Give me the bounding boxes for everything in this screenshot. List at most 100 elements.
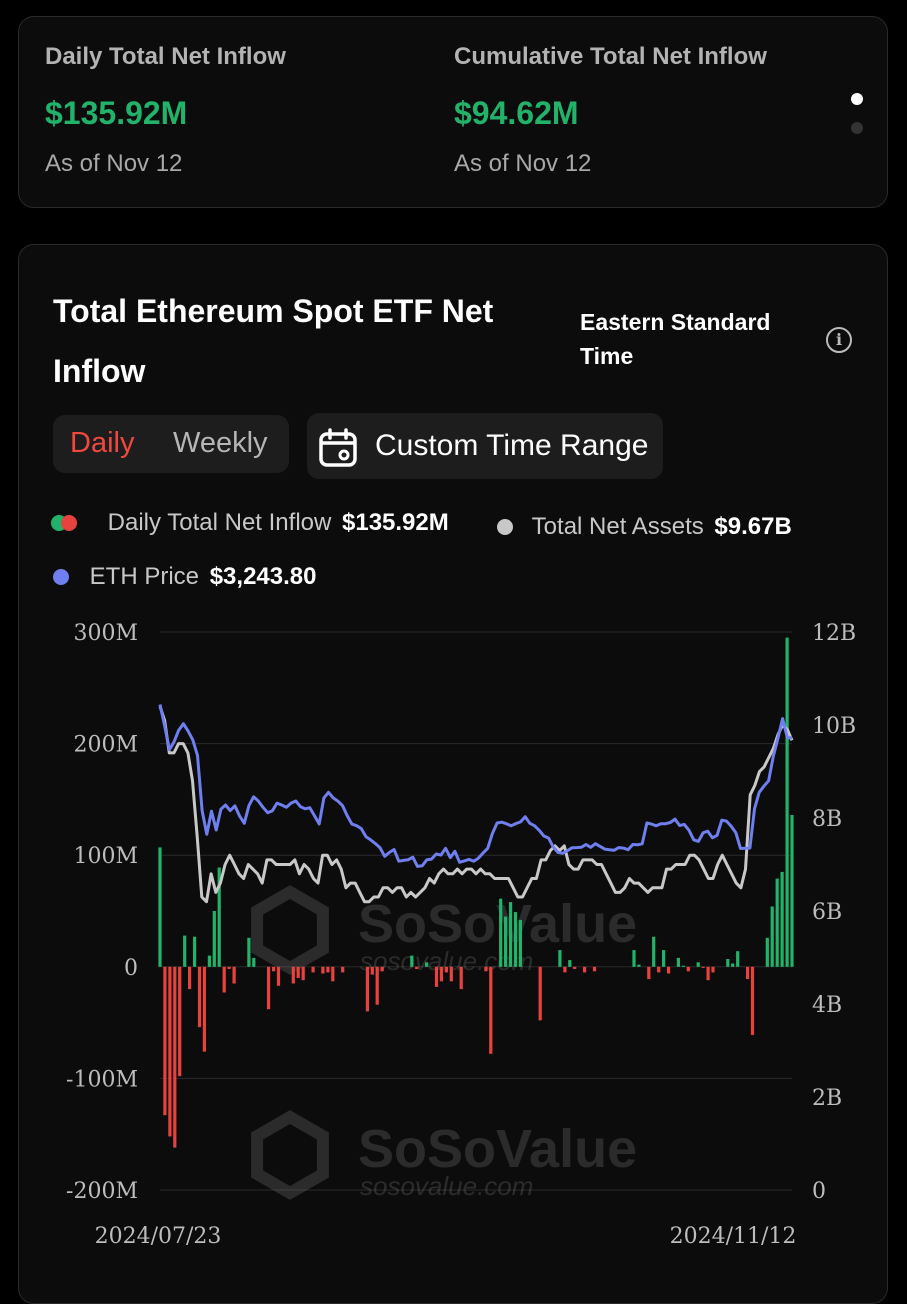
inflow-bar (301, 966, 305, 981)
right-tick-label: 0 (812, 1179, 826, 1204)
inflow-bar (197, 966, 202, 1028)
inflow-bar (212, 911, 216, 967)
svg-text:sosovalue.com: sosovalue.com (360, 1171, 533, 1201)
legend-inflow-icon (51, 515, 81, 531)
inflow-bar (504, 916, 508, 967)
inflow-bar (267, 966, 271, 1010)
inflow-bar (676, 957, 680, 967)
calendar-icon (319, 428, 357, 467)
inflow-bar (667, 966, 671, 974)
tab-weekly[interactable]: Weekly (173, 427, 268, 459)
inflow-bar (217, 867, 221, 967)
inflow-bar (207, 955, 211, 967)
inflow-bar (158, 847, 162, 967)
inflow-bar (568, 960, 572, 967)
inflow-bar (746, 966, 750, 980)
legend-inflow[interactable]: Daily Total Net Inflow $135.92M (51, 509, 449, 537)
legend-price-label: ETH Price (89, 563, 200, 590)
inflow-bar (696, 962, 700, 967)
inflow-bar (573, 966, 577, 969)
inflow-bar (188, 966, 192, 990)
inflow-bar (489, 966, 493, 1054)
period-toggle: Daily Weekly (53, 415, 289, 473)
legend-assets-value: $9.67B (714, 513, 792, 540)
inflow-bar (592, 966, 597, 972)
daily-inflow-value: $135.92M (45, 95, 188, 131)
inflow-bar (173, 966, 177, 1148)
inflow-bar (637, 964, 641, 967)
left-tick-label: 100M (73, 844, 138, 869)
inflow-bar (375, 966, 379, 1005)
inflow-bar (583, 966, 587, 973)
inflow-bar (785, 637, 789, 967)
legend-price-icon (53, 569, 69, 585)
legend-assets[interactable]: Total Net Assets $9.67B (497, 513, 792, 541)
custom-time-range-button[interactable]: Custom Time Range (307, 413, 663, 479)
chart-title: Total Ethereum Spot ETF Net Inflow (53, 293, 494, 389)
inflow-bar (291, 966, 295, 984)
carousel-dot[interactable] (851, 122, 863, 134)
right-tick-label: 2B (812, 1086, 842, 1111)
inflow-bar (415, 966, 419, 969)
inflow-bar (444, 966, 448, 973)
inflow-bar (434, 966, 439, 987)
inflow-bar (647, 966, 651, 980)
left-tick-label: -100M (66, 1067, 138, 1092)
legend-inflow-label: Daily Total Net Inflow (107, 509, 332, 536)
inflow-bar (780, 871, 784, 967)
info-icon[interactable]: i (826, 327, 852, 353)
inflow-bar (681, 965, 685, 967)
inflow-bar (370, 966, 374, 975)
tab-daily[interactable]: Daily (70, 427, 135, 459)
daily-inflow-date: As of Nov 12 (45, 150, 183, 177)
inflow-bar (163, 966, 167, 1116)
inflow-bar (459, 966, 463, 990)
inflow-bar (232, 966, 236, 984)
svg-text:SoSoValue: SoSoValue (358, 1119, 637, 1179)
inflow-bar (484, 966, 488, 972)
inflow-bar (538, 966, 542, 1021)
inflow-bar (311, 966, 315, 973)
cumulative-inflow-date: As of Nov 12 (454, 150, 592, 177)
inflow-bar (711, 966, 715, 973)
inflow-bar (276, 966, 281, 986)
inflow-bar (662, 950, 666, 967)
inflow-bar (726, 959, 730, 967)
eth-price-line (158, 704, 792, 868)
inflow-bar (513, 912, 518, 967)
svg-text:SoSoValue: SoSoValue (358, 894, 637, 954)
inflow-bar (770, 906, 774, 967)
daily-inflow-label: Daily Total Net Inflow (45, 43, 286, 70)
inflow-bar (775, 878, 779, 967)
inflow-bar (202, 966, 206, 1052)
right-tick-label: 6B (812, 900, 842, 925)
timezone-label: Eastern Standard Time (580, 309, 771, 369)
inflow-bar (365, 966, 369, 1012)
inflow-bar (750, 966, 755, 1035)
inflow-bar (736, 951, 740, 967)
cumulative-inflow-value: $94.62M (454, 95, 579, 131)
legend-price[interactable]: ETH Price $3,243.80 (53, 563, 316, 591)
right-tick-label: 10B (812, 714, 856, 739)
carousel-dot-active[interactable] (851, 93, 863, 105)
stats-card: Daily Total Net Inflow $135.92M As of No… (18, 16, 888, 208)
left-tick-label: 300M (73, 621, 138, 646)
total-net-assets-line (158, 705, 794, 904)
inflow-bar (765, 937, 769, 967)
inflow-bar (706, 966, 710, 981)
inflow-bar (509, 902, 513, 967)
inflow-bar (558, 950, 562, 967)
inflow-bar (168, 966, 172, 1137)
custom-time-range-label: Custom Time Range (375, 429, 649, 462)
inflow-bar (272, 966, 276, 972)
inflow-bar (193, 936, 197, 967)
cumulative-inflow-stat: Cumulative Total Net Inflow $94.62M As o… (454, 43, 767, 178)
right-tick-label: 8B (812, 807, 842, 832)
legend-assets-label: Total Net Assets (531, 513, 704, 540)
inflow-bar (790, 815, 794, 967)
inflow-bar (326, 966, 330, 973)
legend-inflow-value: $135.92M (342, 509, 449, 536)
